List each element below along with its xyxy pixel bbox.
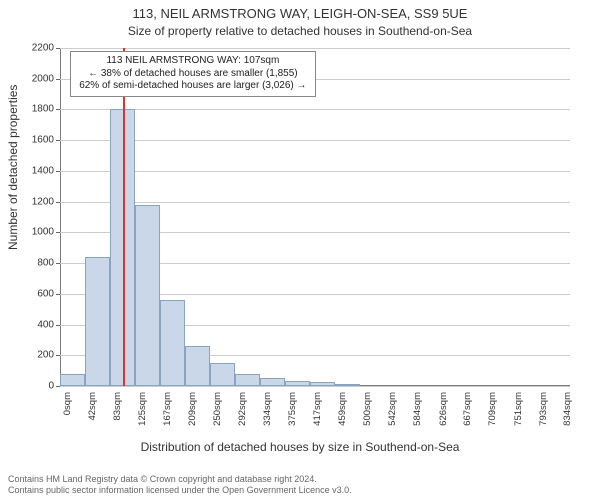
ytick-mark xyxy=(56,48,60,49)
ytick-label: 0 xyxy=(14,381,54,392)
grid-line xyxy=(60,386,570,387)
annotation-line-1: 113 NEIL ARMSTRONG WAY: 107sqm xyxy=(79,55,306,68)
grid-line xyxy=(60,109,570,110)
ytick-label: 2000 xyxy=(14,73,54,84)
ytick-label: 400 xyxy=(14,319,54,330)
histogram-plot xyxy=(60,48,570,386)
histogram-bar xyxy=(135,205,160,386)
histogram-bar xyxy=(335,384,360,386)
reference-vline xyxy=(123,48,125,386)
histogram-bar xyxy=(85,257,110,386)
grid-line xyxy=(60,140,570,141)
xtick-label: 584sqm xyxy=(412,392,423,434)
ytick-mark xyxy=(56,263,60,264)
grid-line xyxy=(60,202,570,203)
xtick-label: 334sqm xyxy=(262,392,273,434)
xtick-label: 793sqm xyxy=(538,392,549,434)
ytick-mark xyxy=(56,79,60,80)
footer-line-1: Contains HM Land Registry data © Crown c… xyxy=(8,474,352,485)
y-axis-line xyxy=(60,48,61,386)
ytick-mark xyxy=(56,140,60,141)
histogram-bar xyxy=(310,382,335,386)
ytick-mark xyxy=(56,325,60,326)
ytick-label: 1800 xyxy=(14,104,54,115)
ytick-label: 1600 xyxy=(14,135,54,146)
xtick-label: 0sqm xyxy=(62,392,73,434)
xtick-label: 709sqm xyxy=(487,392,498,434)
xtick-label: 834sqm xyxy=(562,392,573,434)
xtick-label: 167sqm xyxy=(162,392,173,434)
xtick-label: 209sqm xyxy=(187,392,198,434)
xtick-label: 751sqm xyxy=(513,392,524,434)
xtick-label: 459sqm xyxy=(337,392,348,434)
ytick-mark xyxy=(56,355,60,356)
xtick-label: 292sqm xyxy=(237,392,248,434)
ytick-label: 1000 xyxy=(14,227,54,238)
ytick-label: 200 xyxy=(14,350,54,361)
annotation-line-3: 62% of semi-detached houses are larger (… xyxy=(79,80,306,93)
xtick-label: 83sqm xyxy=(112,392,123,434)
histogram-bar xyxy=(285,381,310,386)
xtick-label: 417sqm xyxy=(312,392,323,434)
ytick-mark xyxy=(56,202,60,203)
ytick-label: 600 xyxy=(14,288,54,299)
ytick-mark xyxy=(56,386,60,387)
ytick-label: 1400 xyxy=(14,165,54,176)
ytick-label: 1200 xyxy=(14,196,54,207)
xtick-label: 250sqm xyxy=(212,392,223,434)
page-title: 113, NEIL ARMSTRONG WAY, LEIGH-ON-SEA, S… xyxy=(0,6,600,21)
xtick-label: 667sqm xyxy=(462,392,473,434)
ytick-mark xyxy=(56,109,60,110)
xtick-label: 42sqm xyxy=(87,392,98,434)
ytick-label: 2200 xyxy=(14,43,54,54)
footer-attribution: Contains HM Land Registry data © Crown c… xyxy=(8,474,352,497)
ytick-mark xyxy=(56,294,60,295)
annotation-box: 113 NEIL ARMSTRONG WAY: 107sqm← 38% of d… xyxy=(70,51,315,97)
histogram-bar xyxy=(235,374,260,386)
footer-line-2: Contains public sector information licen… xyxy=(8,485,352,496)
ytick-label: 800 xyxy=(14,258,54,269)
histogram-bar xyxy=(160,300,185,386)
ytick-mark xyxy=(56,171,60,172)
x-axis-label: Distribution of detached houses by size … xyxy=(0,440,600,454)
histogram-bar xyxy=(260,378,285,386)
xtick-label: 626sqm xyxy=(438,392,449,434)
xtick-label: 125sqm xyxy=(137,392,148,434)
histogram-bar xyxy=(210,363,235,386)
annotation-line-2: ← 38% of detached houses are smaller (1,… xyxy=(79,68,306,81)
grid-line xyxy=(60,171,570,172)
ytick-mark xyxy=(56,232,60,233)
xtick-label: 375sqm xyxy=(287,392,298,434)
page-subtitle: Size of property relative to detached ho… xyxy=(0,24,600,38)
histogram-bar xyxy=(185,346,210,386)
xtick-label: 500sqm xyxy=(362,392,373,434)
grid-line xyxy=(60,48,570,49)
xtick-label: 542sqm xyxy=(387,392,398,434)
histogram-bar xyxy=(60,374,85,386)
